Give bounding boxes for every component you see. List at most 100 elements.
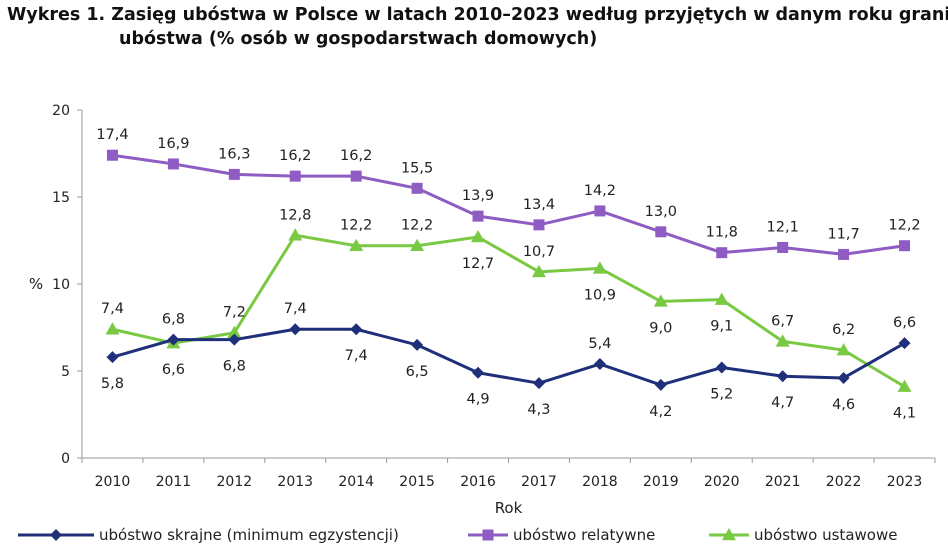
data-point-marker: [289, 323, 302, 336]
x-tick-label: 2015: [399, 474, 435, 490]
data-label: 13,4: [523, 197, 555, 213]
legend-marker: [482, 529, 494, 541]
x-tick-label: 2012: [217, 474, 253, 490]
y-tick-label: 5: [61, 364, 70, 380]
data-label: 12,2: [401, 218, 433, 234]
chart-series-group: [105, 149, 912, 392]
data-label: 10,9: [584, 287, 616, 303]
data-point-marker: [532, 377, 545, 390]
data-point-marker: [716, 247, 728, 259]
data-point-marker: [776, 370, 789, 383]
x-tick-label: 2022: [826, 474, 862, 490]
legend-item: ubóstwo skrajne (minimum egzystencji): [18, 526, 399, 544]
legend-label: ubóstwo skrajne (minimum egzystencji): [99, 526, 399, 544]
y-tick-label: 20: [52, 103, 70, 119]
data-point-marker: [349, 238, 364, 251]
data-point-marker: [592, 261, 607, 274]
data-point-marker: [714, 292, 729, 305]
data-point-marker: [411, 338, 424, 351]
legend-marker: [50, 529, 62, 541]
data-point-marker: [594, 205, 606, 217]
chart-title: Wykres 1. Zasięg ubóstwa w Polsce w lata…: [7, 3, 948, 51]
x-tick-label: 2017: [521, 474, 557, 490]
data-point-marker: [289, 170, 301, 182]
data-label: 9,1: [710, 319, 733, 335]
data-label: 6,8: [162, 312, 185, 328]
y-tick-label: 0: [61, 451, 70, 467]
legend-label: ubóstwo ustawowe: [754, 526, 897, 544]
legend-marker: [722, 528, 736, 541]
chart-data-labels: 5,8 6,8 6,8 7,4 7,4 6,5 4,9 4,3 5,4 4,2 5,2 4,7 4,6 6…: [96, 127, 920, 421]
data-point-marker: [898, 337, 911, 350]
data-point-marker: [350, 170, 362, 182]
data-label: 11,7: [827, 226, 859, 242]
data-label: 12,2: [340, 218, 372, 234]
data-label: 5,8: [101, 376, 124, 392]
chart-legend: ubóstwo skrajne (minimum egzystencji) ubó…: [18, 526, 897, 544]
data-label: 4,1: [893, 406, 916, 422]
x-axis-label: Rok: [495, 499, 523, 517]
x-tick-label: 2019: [643, 474, 679, 490]
data-label: 11,8: [706, 225, 738, 241]
data-label: 13,9: [462, 188, 494, 204]
data-label: 4,6: [832, 397, 855, 413]
data-point-marker: [899, 240, 911, 252]
data-point-marker: [228, 168, 240, 180]
x-tick-label: 2018: [582, 474, 618, 490]
data-point-marker: [715, 361, 728, 374]
data-point-marker: [653, 294, 668, 307]
data-label: 16,2: [279, 148, 311, 164]
data-point-marker: [654, 378, 667, 391]
series-line: [112, 327, 906, 387]
data-point-marker: [836, 343, 851, 356]
data-label: 12,1: [767, 219, 799, 235]
legend-item: ubóstwo ustawowe: [709, 526, 897, 544]
data-label: 6,6: [162, 362, 185, 378]
data-point-marker: [777, 241, 789, 253]
data-label: 4,2: [649, 404, 672, 420]
series-line: [112, 233, 906, 388]
y-tick-label: 10: [52, 277, 70, 293]
x-tick-label: 2020: [704, 474, 740, 490]
chart-axes: 0 5 10 15 20% 2010 2011 2012 2013 2014 2015 2016 201…: [29, 103, 936, 517]
data-label: 4,7: [771, 395, 794, 411]
x-tick-label: 2014: [338, 474, 374, 490]
x-tick-label: 2013: [277, 474, 313, 490]
x-tick-label: 2021: [765, 474, 801, 490]
data-label: 10,7: [523, 244, 555, 260]
data-point-marker: [106, 149, 118, 161]
data-label: 7,4: [284, 301, 307, 317]
data-label: 5,2: [710, 387, 733, 403]
data-point-marker: [471, 230, 486, 243]
data-point-marker: [593, 358, 606, 371]
data-point-marker: [350, 323, 363, 336]
data-label: 7,4: [345, 348, 368, 364]
data-point-marker: [410, 238, 425, 251]
data-label: 12,8: [279, 207, 311, 223]
data-point-marker: [228, 333, 241, 346]
data-label: 7,2: [223, 305, 246, 321]
data-label: 16,9: [157, 136, 189, 152]
data-label: 4,9: [467, 392, 490, 408]
data-label: 6,5: [406, 364, 429, 380]
data-point-marker: [411, 182, 423, 194]
y-axis-label: %: [29, 275, 43, 293]
data-label: 6,8: [223, 359, 246, 375]
data-label: 12,7: [462, 256, 494, 272]
data-point-marker: [167, 158, 179, 170]
chart-title-line-1: Wykres 1. Zasięg ubóstwa w Polsce w lata…: [7, 5, 948, 25]
data-point-marker: [227, 325, 242, 338]
data-label: 16,2: [340, 148, 372, 164]
data-point-marker: [167, 333, 180, 346]
x-tick-label: 2016: [460, 474, 496, 490]
data-point-marker: [106, 351, 119, 364]
y-tick-label: 15: [52, 190, 70, 206]
data-point-marker: [897, 379, 912, 392]
data-label: 5,4: [588, 336, 611, 352]
data-point-marker: [655, 226, 667, 238]
x-tick-label: 2010: [95, 474, 131, 490]
data-label: 16,3: [218, 146, 250, 162]
data-point-marker: [531, 264, 546, 278]
data-point-marker: [775, 334, 790, 347]
